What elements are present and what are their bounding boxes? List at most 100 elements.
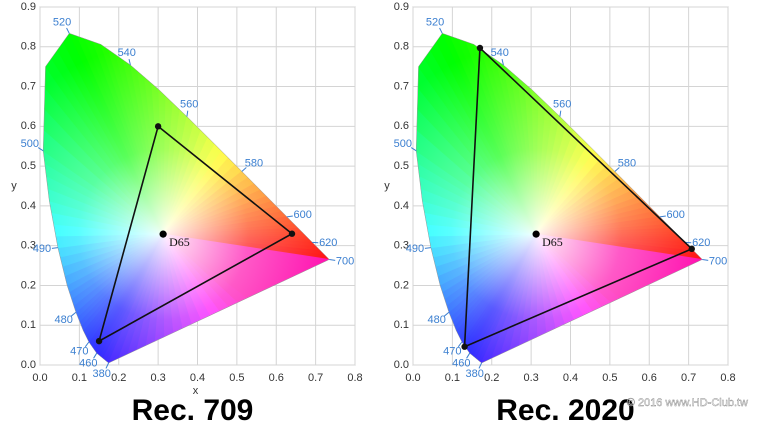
- locus-tick: [410, 147, 417, 152]
- x-tick-label: 0.6: [642, 372, 657, 384]
- wavelength-label: 580: [245, 157, 263, 169]
- locus-tick: [424, 247, 431, 249]
- white-point-label: D65: [169, 235, 190, 249]
- chart: 0.0 0.1 0.2 0.3 0.4 0.5 0.6 0.7 0.8 0.0 0.1 0.2 0.3 0…: [11, 1, 362, 427]
- y-tick-label: 0.4: [394, 200, 409, 212]
- watermark: © 2016 www.HD-Club.tw: [627, 397, 748, 409]
- x-tick-label: 0.7: [308, 372, 323, 384]
- x-tick-label: 0.7: [681, 372, 696, 384]
- wavelength-label: 460: [79, 357, 97, 369]
- y-tick-label: 0.6: [394, 120, 409, 132]
- wavelength-label: 470: [443, 346, 461, 358]
- y-tick-label: 0.3: [21, 240, 36, 252]
- y-tick-label: 0.1: [21, 319, 36, 331]
- wavelength-label: 480: [54, 314, 72, 326]
- wavelength-label: 560: [553, 99, 571, 111]
- x-tick-label: 0.0: [405, 372, 420, 384]
- wavelength-label: 500: [21, 138, 39, 150]
- locus-tick: [105, 362, 110, 369]
- y-tick-label: 0.8: [394, 41, 409, 53]
- y-tick-label: 0.7: [394, 80, 409, 92]
- y-tick-label: 0.0: [394, 359, 409, 371]
- y-tick-label: 0.8: [21, 41, 36, 53]
- locus-tick: [478, 362, 483, 369]
- wavelength-label: 540: [491, 47, 509, 59]
- white-point: [159, 230, 167, 238]
- locus-tick: [457, 341, 463, 348]
- y-tick-label: 0.3: [394, 240, 409, 252]
- y-axis-label: y: [384, 180, 390, 192]
- wavelength-label: 480: [427, 314, 445, 326]
- chart: 0.0 0.1 0.2 0.3 0.4 0.5 0.6 0.7 0.8 0.0 0.1 0.2 0.3 0…: [384, 1, 735, 427]
- x-tick-label: 0.4: [563, 372, 578, 384]
- wavelength-label: 520: [53, 17, 71, 29]
- locus-fill: [416, 33, 703, 364]
- x-tick-label: 0.1: [72, 372, 87, 384]
- wavelength-label: 580: [618, 157, 636, 169]
- y-tick-label: 0.5: [21, 160, 36, 172]
- wavelength-label: 540: [118, 47, 136, 59]
- white-point-label: D65: [542, 235, 563, 249]
- y-tick-label: 0.9: [21, 1, 36, 13]
- locus-tick: [241, 167, 247, 172]
- locus-tick: [702, 258, 709, 261]
- x-tick-label: 0.2: [111, 372, 126, 384]
- locus-tick: [71, 311, 77, 317]
- wavelength-label: 700: [709, 255, 727, 267]
- locus-tick: [66, 27, 70, 34]
- y-tick-label: 0.9: [394, 1, 409, 13]
- white-point: [532, 230, 540, 238]
- chart-title: Rec. 709: [132, 394, 254, 427]
- locus-tick: [439, 27, 443, 34]
- wavelength-label: 600: [667, 209, 685, 221]
- locus-tick: [128, 59, 131, 66]
- y-tick-label: 0.0: [21, 359, 36, 371]
- x-tick-label: 0.2: [484, 372, 499, 384]
- x-tick-label: 0.6: [269, 372, 284, 384]
- y-tick-label: 0.6: [21, 120, 36, 132]
- locus-tick: [444, 311, 450, 317]
- x-tick-label: 0.5: [602, 372, 617, 384]
- x-tick-label: 0.1: [445, 372, 460, 384]
- wavelength-label: 700: [336, 255, 354, 267]
- wavelength-label: 460: [452, 357, 470, 369]
- primary-point: [461, 343, 468, 350]
- wavelength-label: 620: [319, 237, 337, 249]
- y-tick-label: 0.2: [394, 279, 409, 291]
- chart-title: Rec. 2020: [496, 394, 634, 427]
- spectral-locus: [42, 33, 330, 364]
- x-tick-label: 0.8: [347, 372, 362, 384]
- wavelength-label: 380: [93, 368, 111, 380]
- locus-tick: [51, 247, 58, 249]
- x-tick-label: 0.4: [190, 372, 205, 384]
- primary-point: [476, 44, 484, 52]
- gamut-triangle: [97, 124, 294, 343]
- wavelength-label: 560: [180, 99, 198, 111]
- y-axis-label: y: [11, 180, 17, 192]
- x-axis-label: x: [193, 385, 199, 397]
- primary-point: [688, 245, 695, 253]
- locus-tick: [84, 341, 90, 348]
- wavelength-label: 500: [394, 138, 412, 150]
- x-tick-label: 0.5: [229, 372, 244, 384]
- wavelength-label: 600: [294, 209, 312, 221]
- wavelength-label: 620: [692, 237, 710, 249]
- locus-tick: [659, 215, 666, 218]
- wavelength-label: 490: [33, 243, 51, 255]
- locus-tick: [559, 110, 562, 117]
- x-tick-label: 0.0: [32, 372, 47, 384]
- x-tick-label: 0.8: [720, 372, 735, 384]
- wavelength-label: 490: [406, 243, 424, 255]
- locus-tick: [614, 167, 620, 172]
- spectral-locus: [415, 33, 703, 364]
- locus-tick: [329, 258, 336, 261]
- y-tick-label: 0.4: [21, 200, 36, 212]
- primary-point: [154, 123, 162, 130]
- locus-tick: [93, 352, 98, 359]
- gamut-triangle: [463, 46, 694, 348]
- primary-point: [288, 230, 296, 237]
- wavelength-label: 470: [70, 346, 88, 358]
- y-tick-label: 0.7: [21, 80, 36, 92]
- x-tick-label: 0.3: [523, 372, 538, 384]
